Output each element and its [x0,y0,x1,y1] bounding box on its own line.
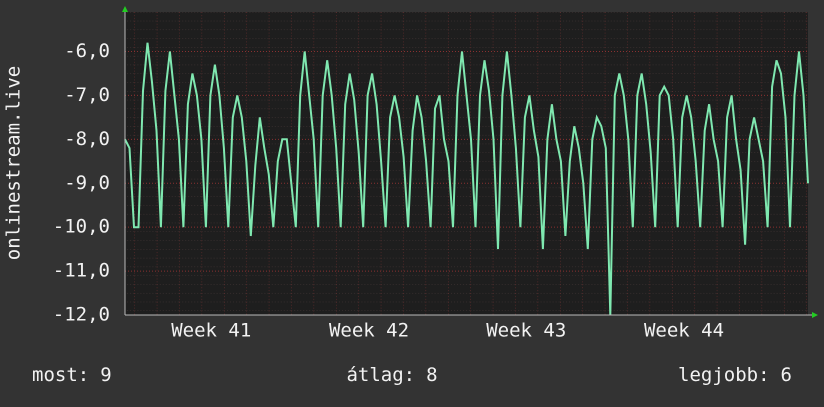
y-tick-label: -12,0 [53,304,110,326]
x-arrow [812,312,818,318]
y-arrow [122,6,128,12]
y-tick-label: -11,0 [53,260,110,282]
x-tick-label: Week 41 [171,320,251,342]
legend-value: 9 [100,364,111,386]
y-axis-label: onlinestream.live [3,66,25,260]
x-tick-label: Week 44 [644,320,724,342]
y-tick-label: -9,0 [64,172,110,194]
x-tick-label: Week 43 [486,320,566,342]
y-tick-label: -7,0 [64,84,110,106]
legend-value: 8 [426,364,437,386]
data-line [124,42,809,316]
legend-item: átlag: 8 [346,364,437,386]
y-tick-label: -8,0 [64,128,110,150]
y-tick-label: -10,0 [53,216,110,238]
legend-label: átlag: [346,364,415,386]
y-tick-label: -6,0 [64,40,110,62]
legend-item: most: 9 [32,364,112,386]
x-tick-label: Week 42 [329,320,409,342]
legend: most: 9 átlag: 8 legjobb: 6 [32,364,792,386]
legend-value: 6 [781,364,792,386]
minor-grid [125,12,808,315]
legend-label: legjobb: [678,364,770,386]
legend-label: most: [32,364,89,386]
legend-item: legjobb: 6 [678,364,792,386]
